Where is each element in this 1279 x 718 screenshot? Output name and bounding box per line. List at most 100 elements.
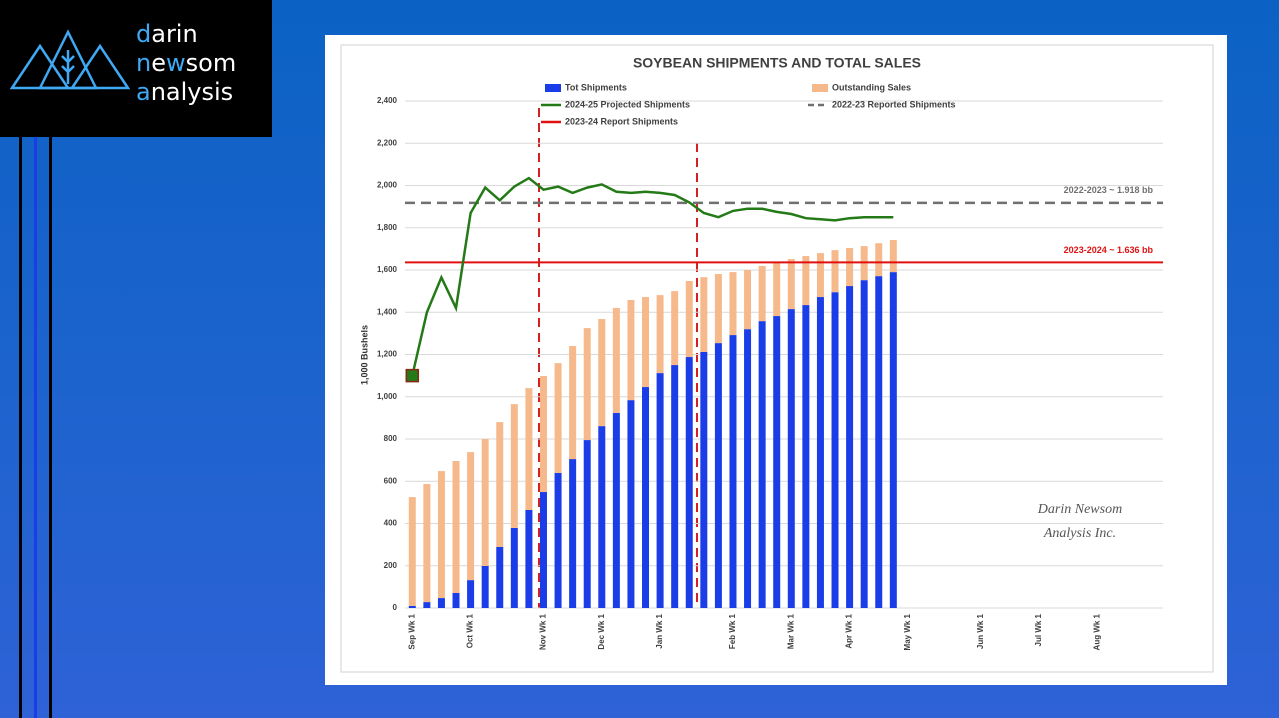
bar-segment <box>408 497 416 606</box>
logo-word-part: w <box>165 49 186 77</box>
legend-swatch <box>812 84 828 92</box>
bar-segment <box>714 343 722 608</box>
bar-segment <box>423 602 431 608</box>
chart: SOYBEAN SHIPMENTS AND TOTAL SALES 1,000 … <box>340 44 1214 673</box>
bar-segment <box>802 256 810 306</box>
bar-segment <box>787 309 795 608</box>
bar-segment <box>598 426 606 608</box>
bar-segment <box>685 357 693 608</box>
y-tick-label: 600 <box>384 476 398 485</box>
x-tick-label: Mar Wk 1 <box>786 613 795 649</box>
bar-segment <box>583 440 591 608</box>
legend-label: 2024-25 Projected Shipments <box>565 99 690 109</box>
logo-icon <box>10 29 130 90</box>
x-tick-label: Jul Wk 1 <box>1034 613 1043 646</box>
bar-segment <box>510 404 518 528</box>
bar-segment <box>496 546 504 608</box>
logo-word-part: som <box>185 49 237 77</box>
y-tick-label: 2,400 <box>377 96 398 105</box>
chart-panel: SOYBEAN SHIPMENTS AND TOTAL SALES 1,000 … <box>325 35 1227 685</box>
bar-segment <box>875 276 883 608</box>
x-tick-label: Sep Wk 1 <box>407 613 416 649</box>
logo-word-part: d <box>136 20 152 48</box>
y-tick-label: 800 <box>384 434 398 443</box>
bar-segment <box>729 335 737 608</box>
bar-segment <box>846 286 854 608</box>
x-tick-label: Jun Wk 1 <box>976 613 985 649</box>
x-tick-label: Oct Wk 1 <box>466 613 475 648</box>
bar-segment <box>889 240 897 273</box>
logo-word-part: n <box>136 49 152 77</box>
legend-swatch <box>545 84 561 92</box>
bar-segment <box>642 387 650 608</box>
bar-segment <box>525 509 533 608</box>
bar-segment <box>758 321 766 608</box>
bar-segment <box>860 280 868 608</box>
x-tick-label: Feb Wk 1 <box>728 613 737 649</box>
bar-segment <box>510 527 518 608</box>
y-tick-label: 1,200 <box>377 350 398 359</box>
bar-segment <box>554 363 562 474</box>
y-tick-label: 2,000 <box>377 181 398 190</box>
bar-segment <box>831 250 839 293</box>
bar-segment <box>656 295 664 374</box>
chart-title: SOYBEAN SHIPMENTS AND TOTAL SALES <box>633 55 921 71</box>
bar-segment <box>787 259 795 310</box>
bar-segment <box>467 580 475 608</box>
bar-segment <box>758 265 766 322</box>
stripe <box>49 137 52 718</box>
bar-segment <box>685 280 693 358</box>
bar-segment <box>452 460 460 594</box>
bar-segment <box>816 253 824 298</box>
bar-segment <box>714 274 722 344</box>
bar-segment <box>773 263 781 317</box>
bar-segment <box>525 388 533 510</box>
logo-word-part: nalysis <box>150 78 234 106</box>
watermark: Analysis Inc. <box>1043 526 1116 541</box>
bar-segment <box>583 328 591 441</box>
x-tick-label: May Wk 1 <box>903 613 912 650</box>
bar-segment <box>889 272 897 608</box>
bar-segment <box>744 329 752 608</box>
bar-segment <box>700 351 708 608</box>
watermark: Darin Newsom <box>1037 502 1122 517</box>
logo-text: darin newsom analysis <box>136 20 236 107</box>
bar-segment <box>408 605 416 608</box>
bar-segment <box>700 277 708 352</box>
bar-segment <box>875 243 883 277</box>
x-tick-label: Aug Wk 1 <box>1093 613 1102 650</box>
reference-label: 2023-2024 ~ 1.636 bb <box>1064 245 1154 255</box>
bar-segment <box>831 292 839 608</box>
logo-line: newsom <box>136 49 236 78</box>
logo-word-part: arin <box>151 20 198 48</box>
y-tick-label: 1,400 <box>377 307 398 316</box>
bar-segment <box>846 248 854 287</box>
legend-label: Outstanding Sales <box>832 82 911 92</box>
bar-segment <box>612 413 620 608</box>
bar-segment <box>437 471 445 599</box>
bar-segment <box>452 593 460 608</box>
legend-label: Tot Shipments <box>565 82 627 92</box>
y-tick-label: 1,800 <box>377 223 398 232</box>
bar-segment <box>816 297 824 608</box>
bar-segment <box>539 376 547 493</box>
logo-line: analysis <box>136 78 236 107</box>
bar-segment <box>802 305 810 608</box>
bar-segment <box>729 272 737 336</box>
bar-segment <box>642 297 650 388</box>
x-tick-label: Apr Wk 1 <box>845 613 854 648</box>
bar-segment <box>612 308 620 414</box>
line-series <box>411 176 894 376</box>
bar-segment <box>423 483 431 603</box>
x-tick-label: Nov Wk 1 <box>539 613 548 650</box>
x-tick-label: Dec Wk 1 <box>597 613 606 649</box>
bar-segment <box>598 319 606 427</box>
bar-segment <box>467 452 475 581</box>
y-tick-label: 2,200 <box>377 138 398 147</box>
bar-segment <box>569 459 577 608</box>
logo-word-part: a <box>136 78 151 106</box>
logo: darin newsom analysis <box>0 0 272 137</box>
stripe <box>19 137 22 718</box>
legend-label: 2023-24 Report Shipments <box>565 116 678 126</box>
